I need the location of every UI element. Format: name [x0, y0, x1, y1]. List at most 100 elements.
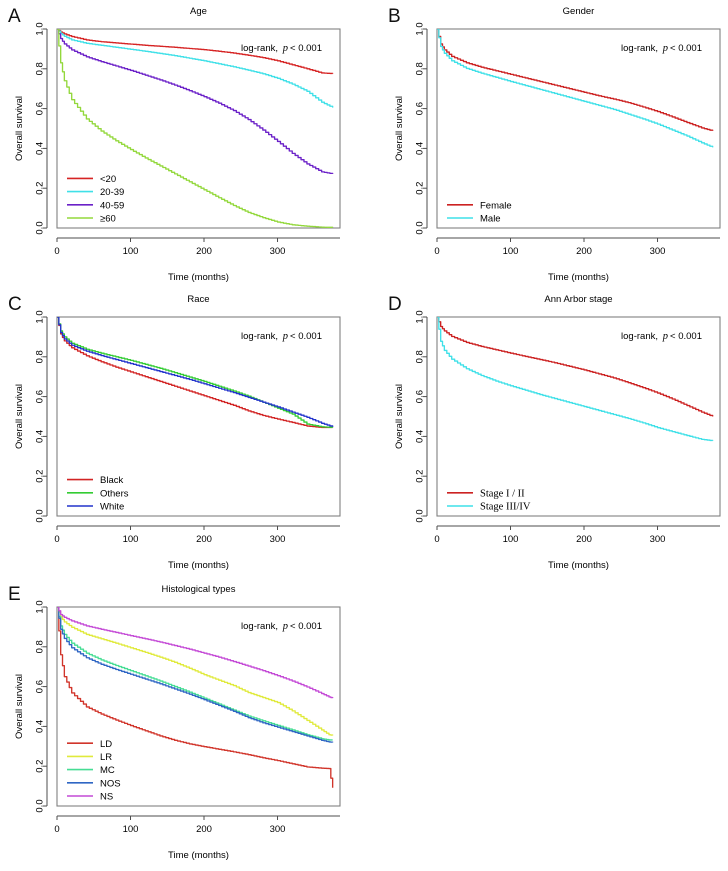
x-tick-label: 100	[503, 246, 519, 257]
panel-d: D Ann Arbor stage 0.0 0.2 0.4 0.6 0.8 1.0 0 100 20…	[380, 288, 728, 578]
survival-curve	[437, 317, 714, 442]
y-tick-label: 0.2	[35, 470, 46, 483]
legend-label: NS	[100, 792, 113, 803]
survival-curve	[57, 607, 334, 699]
legend-label: LD	[100, 739, 112, 750]
plot-frame	[56, 316, 341, 517]
y-tick-label: 0.4	[415, 142, 426, 155]
x-axis-title: Time (months)	[548, 272, 609, 283]
panel-title: Race	[187, 294, 209, 305]
survival-curve	[57, 607, 333, 741]
logrank-label: log-rank,	[621, 331, 658, 342]
legend: Female Male	[447, 200, 512, 225]
x-tick-label: 0	[54, 824, 59, 835]
panel-c: C Race 0.0 0.2 0.4 0.6 0.8 1.0 0 100 200 300 Time (m…	[0, 288, 364, 578]
legend-label: Male	[480, 214, 501, 225]
x-tick-label: 200	[196, 246, 212, 257]
curves-group	[57, 29, 334, 228]
x-tick-label: 100	[503, 534, 519, 545]
y-tick-label: 1.0	[415, 310, 426, 323]
survival-curve	[437, 317, 714, 417]
y-tick-label: 0.0	[35, 221, 46, 234]
legend-label: Stage III/IV	[480, 502, 531, 513]
y-tick-label: 1.0	[35, 600, 46, 613]
logrank-p-symbol: p	[282, 621, 288, 632]
y-axis-title: Overall survival	[14, 384, 25, 449]
curves-group	[437, 317, 714, 442]
survival-curve	[437, 29, 714, 148]
y-tick-label: 0.8	[415, 350, 426, 363]
y-tick-label: 0.2	[35, 760, 46, 773]
curves-group	[57, 607, 334, 788]
y-axis-title: Overall survival	[394, 96, 405, 161]
x-tick-label: 0	[54, 534, 59, 545]
y-tick-label: 0.2	[415, 182, 426, 195]
panel-title: Ann Arbor stage	[544, 294, 612, 305]
y-tick-label: 0.6	[35, 680, 46, 693]
x-tick-label: 200	[576, 246, 592, 257]
plot-frame	[56, 606, 341, 807]
panel-letter: C	[8, 294, 22, 315]
legend-label: 40-59	[100, 200, 124, 211]
legend-label: LR	[100, 752, 112, 763]
logrank-p-value: < 0.001	[290, 621, 322, 632]
x-axis-title: Time (months)	[168, 850, 229, 861]
y-tick-label: 0.8	[35, 350, 46, 363]
x-axis-title: Time (months)	[168, 560, 229, 571]
legend: Stage I / II Stage III/IV	[447, 488, 531, 513]
x-tick-label: 100	[123, 824, 139, 835]
y-axis-title: Overall survival	[14, 96, 25, 161]
x-axis-title: Time (months)	[548, 560, 609, 571]
logrank-p-value: < 0.001	[670, 331, 702, 342]
logrank-p-symbol: p	[662, 43, 668, 54]
survival-curve	[57, 317, 334, 427]
y-tick-label: 0.4	[35, 142, 46, 155]
y-tick-label: 0.4	[35, 720, 46, 733]
survival-curve	[57, 29, 334, 228]
survival-curve	[57, 29, 334, 175]
logrank-label: log-rank,	[241, 621, 278, 632]
x-tick-label: 200	[196, 534, 212, 545]
legend: <20 20-39 40-59 ≥60	[67, 174, 124, 225]
survival-curve	[57, 317, 333, 429]
legend-label: White	[100, 502, 124, 513]
plot-frame	[436, 316, 721, 517]
panel-title: Gender	[563, 6, 595, 17]
logrank-label: log-rank,	[621, 43, 658, 54]
y-axis-title: Overall survival	[394, 384, 405, 449]
legend-label: <20	[100, 174, 116, 185]
y-tick-label: 0.8	[35, 640, 46, 653]
y-tick-label: 1.0	[35, 22, 46, 35]
y-tick-label: 0.6	[35, 102, 46, 115]
y-tick-label: 0.0	[35, 799, 46, 812]
panel-letter: D	[388, 294, 402, 315]
y-tick-label: 0.6	[415, 102, 426, 115]
legend-label: MC	[100, 765, 115, 776]
logrank-p-symbol: p	[282, 43, 288, 54]
panel-b: B Gender 0.0 0.2 0.4 0.6 0.8 1.0 0 100 200 300 Time …	[380, 0, 728, 290]
y-tick-label: 0.0	[415, 221, 426, 234]
x-tick-label: 300	[270, 534, 286, 545]
logrank-p-symbol: p	[662, 331, 668, 342]
panel-title: Histological types	[162, 584, 236, 595]
x-tick-label: 0	[434, 534, 439, 545]
logrank-p-symbol: p	[282, 331, 288, 342]
plot-frame	[436, 28, 721, 229]
y-tick-label: 0.0	[35, 509, 46, 522]
y-tick-label: 0.8	[35, 62, 46, 75]
legend-label: Stage I / II	[480, 488, 525, 499]
plot-frame	[56, 28, 341, 229]
logrank-label: log-rank,	[241, 43, 278, 54]
x-tick-label: 0	[434, 246, 439, 257]
x-tick-label: 0	[54, 246, 59, 257]
panel-title: Age	[190, 6, 207, 17]
x-tick-label: 300	[270, 824, 286, 835]
panel-letter: B	[388, 6, 401, 27]
x-tick-label: 100	[123, 534, 139, 545]
curves-group	[437, 29, 714, 148]
